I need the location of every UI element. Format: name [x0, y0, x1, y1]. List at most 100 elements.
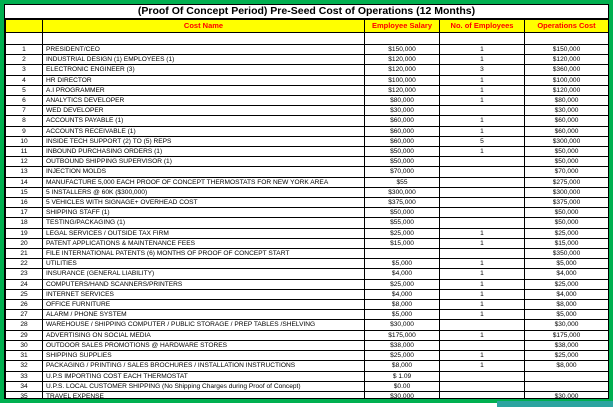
salary-cell[interactable]: $25,000 — [364, 278, 440, 290]
row-number-cell[interactable]: 9 — [5, 125, 43, 137]
cost-name-cell[interactable]: U.P.S. LOCAL CUSTOMER SHIPPING (No Shipp… — [42, 380, 365, 392]
row-number-cell[interactable]: 28 — [5, 319, 43, 331]
employees-cell[interactable]: 1 — [439, 278, 525, 290]
operations-cost-cell[interactable]: $15,000 — [524, 237, 608, 250]
operations-cost-cell[interactable]: $60,000 — [524, 115, 608, 127]
operations-cost-cell[interactable] — [524, 380, 608, 392]
salary-cell[interactable]: $150,000 — [364, 43, 440, 56]
row-number-cell[interactable]: 19 — [5, 227, 43, 239]
employees-cell[interactable]: 5 — [439, 135, 525, 148]
salary-cell[interactable]: $50,000 — [364, 207, 440, 219]
cost-name-cell[interactable]: ALARM / PHONE SYSTEM — [42, 309, 365, 321]
salary-cell[interactable]: $8,000 — [364, 360, 440, 372]
employees-cell[interactable]: 1 — [439, 227, 525, 239]
cost-name-cell[interactable]: ADVERTISING ON SOCIAL MEDIA — [42, 329, 365, 341]
row-number-cell[interactable]: 35 — [5, 390, 43, 398]
salary-cell[interactable]: $8,000 — [364, 299, 440, 311]
row-number-cell[interactable]: 27 — [5, 309, 43, 321]
cost-name-cell[interactable]: U.P.S IMPORTING COST EACH THERMOSTAT — [42, 370, 365, 382]
salary-cell[interactable]: $300,000 — [364, 186, 440, 199]
salary-cell[interactable]: $ 1.09 — [364, 370, 440, 382]
blank-cell[interactable] — [364, 32, 440, 45]
employees-cell[interactable] — [439, 207, 525, 219]
operations-cost-cell[interactable]: $80,000 — [524, 95, 608, 107]
salary-cell[interactable]: $55 — [364, 176, 440, 188]
employees-cell[interactable]: 1 — [439, 95, 525, 107]
salary-cell[interactable]: $80,000 — [364, 95, 440, 107]
salary-cell[interactable]: $100,000 — [364, 74, 440, 86]
employees-cell[interactable]: 1 — [439, 309, 525, 321]
operations-cost-cell[interactable]: $300,000 — [524, 186, 608, 199]
salary-cell[interactable] — [364, 248, 440, 260]
cost-name-cell[interactable]: INSURANCE (GENERAL LIABILITY) — [42, 268, 365, 280]
salary-cell[interactable]: $38,000 — [364, 339, 440, 352]
operations-cost-cell[interactable]: $25,000 — [524, 227, 608, 239]
cost-name-cell[interactable]: 5 VEHICLES WITH SIGNAGE+ OVERHEAD COST — [42, 197, 365, 209]
salary-cell[interactable]: $30,000 — [364, 105, 440, 117]
operations-cost-cell[interactable]: $38,000 — [524, 339, 608, 352]
salary-cell[interactable]: $30,000 — [364, 319, 440, 331]
row-number-cell[interactable]: 24 — [5, 278, 43, 290]
employees-cell[interactable]: 1 — [439, 268, 525, 280]
row-number-cell[interactable]: 23 — [5, 268, 43, 280]
employees-cell[interactable] — [439, 370, 525, 382]
row-number-cell[interactable]: 33 — [5, 370, 43, 382]
operations-cost-cell[interactable]: $100,000 — [524, 74, 608, 86]
operations-cost-cell[interactable]: $5,000 — [524, 258, 608, 270]
employees-cell[interactable] — [439, 156, 525, 168]
cost-name-cell[interactable]: SHIPPING SUPPLIES — [42, 350, 365, 362]
operations-cost-cell[interactable]: $30,000 — [524, 105, 608, 117]
salary-cell[interactable]: $25,000 — [364, 227, 440, 239]
cost-name-cell[interactable]: ACCOUNTS RECEIVABLE (1) — [42, 125, 365, 137]
salary-cell[interactable]: $60,000 — [364, 125, 440, 137]
row-number-cell[interactable]: 21 — [5, 248, 43, 260]
row-number-cell[interactable]: 7 — [5, 105, 43, 117]
operations-cost-cell[interactable]: $300,000 — [524, 135, 608, 148]
cost-name-cell[interactable]: INTERNET SERVICES — [42, 288, 365, 301]
employees-cell[interactable]: 1 — [439, 299, 525, 311]
operations-cost-cell[interactable]: $50,000 — [524, 156, 608, 168]
cost-name-cell[interactable]: LEGAL SERVICES / OUTSIDE TAX FIRM — [42, 227, 365, 239]
operations-cost-cell[interactable]: $30,000 — [524, 390, 608, 398]
row-number-cell[interactable]: 10 — [5, 135, 43, 148]
employees-cell[interactable]: 3 — [439, 64, 525, 76]
row-number-cell[interactable]: 5 — [5, 84, 43, 97]
row-number-cell[interactable]: 8 — [5, 115, 43, 127]
row-number-cell[interactable]: 6 — [5, 95, 43, 107]
cost-name-cell[interactable]: ANALYTICS DEVELOPER — [42, 95, 365, 107]
col-header-operations-cost[interactable]: Operations Cost — [524, 19, 608, 33]
operations-cost-cell[interactable]: $360,000 — [524, 64, 608, 76]
cost-name-cell[interactable]: OUTDOOR SALES PROMOTIONS @ HARDWARE STOR… — [42, 339, 365, 352]
employees-cell[interactable] — [439, 166, 525, 178]
salary-cell[interactable]: $4,000 — [364, 288, 440, 301]
employees-cell[interactable] — [439, 197, 525, 209]
operations-cost-cell[interactable]: $4,000 — [524, 288, 608, 301]
salary-cell[interactable]: $0.00 — [364, 380, 440, 392]
employees-cell[interactable]: 1 — [439, 146, 525, 158]
salary-cell[interactable]: $120,000 — [364, 54, 440, 66]
cost-name-cell[interactable]: PATENT APPLICATIONS & MAINTENANCE FEES — [42, 237, 365, 250]
cost-name-cell[interactable]: SHIPPING STAFF (1) — [42, 207, 365, 219]
row-number-cell[interactable]: 17 — [5, 207, 43, 219]
employees-cell[interactable] — [439, 176, 525, 188]
row-number-cell[interactable]: 20 — [5, 237, 43, 250]
employees-cell[interactable]: 1 — [439, 258, 525, 270]
row-number-cell[interactable]: 22 — [5, 258, 43, 270]
salary-cell[interactable]: $175,000 — [364, 329, 440, 341]
employees-cell[interactable] — [439, 319, 525, 331]
employees-cell[interactable] — [439, 380, 525, 392]
cost-name-cell[interactable]: INJECTION MOLDS — [42, 166, 365, 178]
employees-cell[interactable]: 1 — [439, 288, 525, 301]
operations-cost-cell[interactable]: $50,000 — [524, 207, 608, 219]
operations-cost-cell[interactable]: $5,000 — [524, 309, 608, 321]
employees-cell[interactable]: 1 — [439, 350, 525, 362]
employees-cell[interactable]: 1 — [439, 54, 525, 66]
salary-cell[interactable]: $30,000 — [364, 390, 440, 398]
operations-cost-cell[interactable]: $375,000 — [524, 197, 608, 209]
operations-cost-cell[interactable]: $8,000 — [524, 299, 608, 311]
employees-cell[interactable]: 1 — [439, 84, 525, 97]
cost-name-cell[interactable]: COMPUTERS/HAND SCANNERS/PRINTERS — [42, 278, 365, 290]
cost-name-cell[interactable]: ACCOUNTS PAYABLE (1) — [42, 115, 365, 127]
row-number-cell[interactable]: 31 — [5, 350, 43, 362]
col-header-employee-salary[interactable]: Employee Salary — [364, 19, 440, 33]
